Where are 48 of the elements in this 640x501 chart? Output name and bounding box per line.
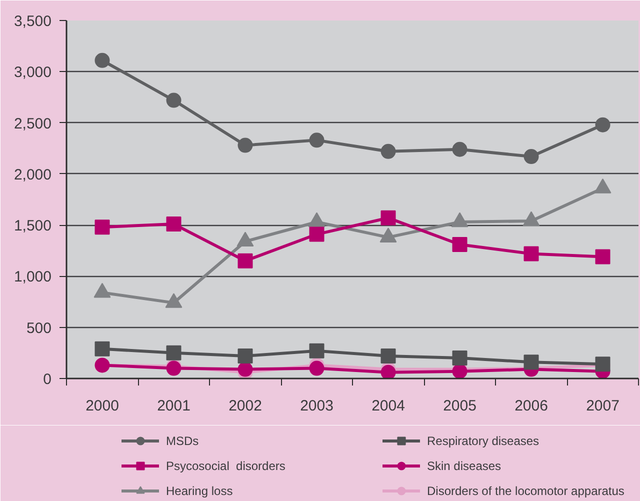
legend-label: MSDs [166,432,200,450]
y-tick-label: 3,000 [14,64,52,82]
point [238,253,253,268]
y-tick-label: 2,000 [14,166,52,184]
y-tick-label: 0 [43,371,52,388]
point [94,220,110,235]
x-tick-label: 2002 [228,398,262,414]
point [94,52,110,68]
legend-label: Skin diseases [427,458,502,474]
point [309,343,324,358]
point [380,210,396,226]
x-tick-label: 2001 [157,398,190,414]
point [380,348,396,364]
point [452,142,468,157]
point [595,117,610,132]
point [380,144,396,159]
legend-label: Hearing loss [166,482,234,500]
point [166,92,182,108]
x-tick-label: 2000 [86,398,119,414]
point [309,360,324,376]
y-tick-label: 3,500 [14,13,52,30]
point [309,132,324,148]
legend-label: Psycosocial disorders [166,458,286,474]
y-tick-label: 500 [26,320,52,337]
point [94,341,110,356]
point [380,364,396,378]
legend-label: Respiratory diseases [427,432,540,450]
point [166,345,182,360]
point [309,226,324,242]
point [166,216,182,232]
x-tick-label: 2005 [443,398,476,414]
y-tick-label: 1,500 [14,218,52,235]
point [595,249,610,264]
point [524,354,539,370]
point [238,348,253,364]
x-tick-label: 2006 [514,398,548,414]
point [238,362,253,377]
point [452,237,468,252]
point [452,350,468,366]
point [524,149,539,164]
point [524,246,539,262]
x-tick-label: 2004 [372,398,405,414]
y-tick-label: 1,000 [14,268,52,286]
y-tick-label: 2,500 [14,115,52,132]
x-tick-label: 2007 [586,398,620,414]
point [238,138,253,153]
x-tick-label: 2003 [300,398,334,414]
legend-label: Disorders of the locomotor apparatus [427,482,626,500]
